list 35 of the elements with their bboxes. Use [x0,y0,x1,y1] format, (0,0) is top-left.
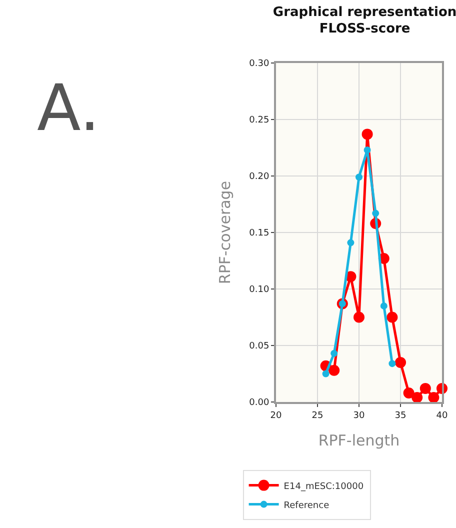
y-axis-title: RPF-coverage [216,180,234,284]
y-tick-label: 0.30 [249,59,270,70]
x-tick-label: 25 [312,410,324,421]
point [372,210,380,217]
y-tick-label: 0.15 [249,228,270,239]
x-tick-label: 35 [394,410,406,421]
text: A. [37,72,100,146]
point [364,146,371,154]
x-axis-title: RPF-length [318,431,400,450]
x-tick-label: 40 [436,410,448,421]
y-tick-label: 0.00 [249,398,270,408]
point [330,350,338,357]
point [328,364,340,376]
y-tick-label: 0.25 [249,116,270,126]
y-tick-label: 0.10 [249,285,270,296]
point [356,174,362,181]
point [322,370,330,378]
point [428,392,440,403]
y-tick-label: 0.20 [249,172,270,182]
legend-label: Reference [284,500,330,511]
point [347,239,354,246]
y-tick-label: 0.05 [249,342,270,352]
legend-label: E14_mESC:10000 [284,482,364,492]
point [395,356,406,368]
x-tick-label: 30 [353,410,365,421]
point [420,382,431,394]
x-tick-label: 20 [270,410,282,421]
chart-title: Graphical representation FLOSS-score [272,4,456,37]
point [386,312,398,323]
point [388,360,396,368]
point [403,387,414,398]
point [354,312,364,323]
point [362,128,373,140]
point [380,302,388,310]
point [412,392,423,403]
